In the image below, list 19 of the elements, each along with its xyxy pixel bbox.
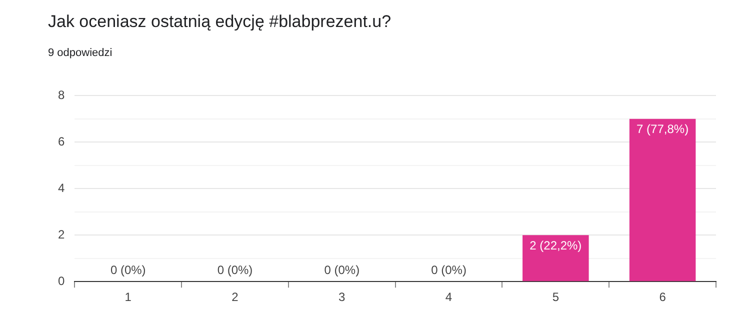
y-tick-label: 0 — [58, 274, 65, 288]
x-tick-label: 6 — [659, 290, 666, 304]
data-label: 0 (0%) — [110, 262, 146, 277]
data-label: 0 (0%) — [217, 262, 253, 277]
y-tick-label: 6 — [58, 134, 65, 148]
y-tick-label: 4 — [58, 180, 65, 195]
x-tick-label: 5 — [552, 290, 560, 304]
chart-subtitle: 9 odpowiedzi — [48, 47, 112, 60]
data-label: 0 (0%) — [324, 262, 360, 277]
data-label: 7 (77,8%) — [636, 122, 689, 136]
x-tick-label: 1 — [124, 290, 132, 304]
x-tick-label: 4 — [445, 290, 452, 304]
data-label: 2 (22,2%) — [530, 238, 582, 252]
chart-title: Jak oceniasz ostatnią edycję #blabprezent.u? — [48, 12, 392, 31]
y-tick-label: 2 — [58, 227, 65, 242]
data-label: 0 (0%) — [431, 262, 466, 277]
y-tick-label: 8 — [58, 88, 65, 102]
x-tick-label: 3 — [338, 290, 346, 304]
x-tick-label: 2 — [232, 290, 239, 304]
